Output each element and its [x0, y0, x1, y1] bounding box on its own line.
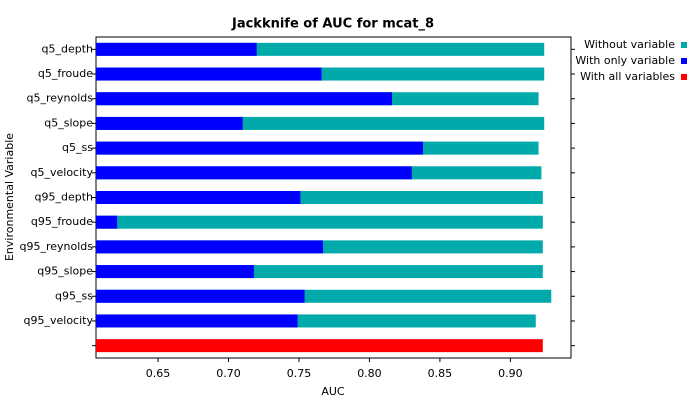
x-tick-label: 0.70: [216, 367, 241, 380]
x-tick-label: 0.90: [498, 367, 523, 380]
y-tick-label: q95_slope: [37, 265, 93, 278]
bar: [96, 339, 543, 353]
bar: [96, 67, 322, 81]
y-axis-label: Environmental Variable: [3, 133, 16, 261]
bar: [96, 141, 424, 155]
bar: [96, 240, 323, 254]
legend-label: With all variables: [580, 70, 675, 83]
bar: [96, 314, 298, 328]
y-tick-label: q5_depth: [42, 42, 94, 55]
y-tick-label: q95_depth: [35, 191, 94, 204]
y-tick-label: q5_ss: [62, 141, 93, 154]
x-tick-label: 0.65: [146, 367, 171, 380]
y-tick-label: q5_slope: [44, 116, 93, 129]
y-tick-label: q5_froude: [38, 67, 93, 80]
legend-swatch: [681, 58, 687, 64]
y-tick-label: q95_ss: [55, 289, 93, 302]
legend-swatch: [681, 42, 687, 48]
chart-title: Jackknife of AUC for mcat_8: [231, 17, 434, 32]
x-tick-label: 0.75: [287, 367, 312, 380]
bar: [96, 191, 301, 204]
y-tick-label: q95_froude: [31, 215, 93, 228]
y-tick-label: q95_reynolds: [19, 240, 93, 253]
bar: [96, 215, 118, 229]
x-tick-label: 0.80: [357, 367, 382, 380]
x-axis-label: AUC: [321, 385, 345, 398]
legend-label: Without variable: [584, 38, 675, 51]
bar: [96, 42, 257, 56]
y-tick-label: q5_velocity: [31, 166, 94, 179]
legend-swatch: [681, 74, 687, 80]
bar: [96, 92, 392, 106]
bar: [96, 289, 305, 303]
y-tick-label: q5_reynolds: [26, 92, 93, 105]
bar: [96, 265, 254, 279]
bar: [96, 215, 543, 229]
legend-label: With only variable: [575, 54, 675, 67]
bar: [96, 166, 412, 180]
bar: [96, 116, 243, 130]
x-tick-label: 0.85: [428, 367, 453, 380]
y-tick-label: q95_velocity: [24, 314, 94, 327]
